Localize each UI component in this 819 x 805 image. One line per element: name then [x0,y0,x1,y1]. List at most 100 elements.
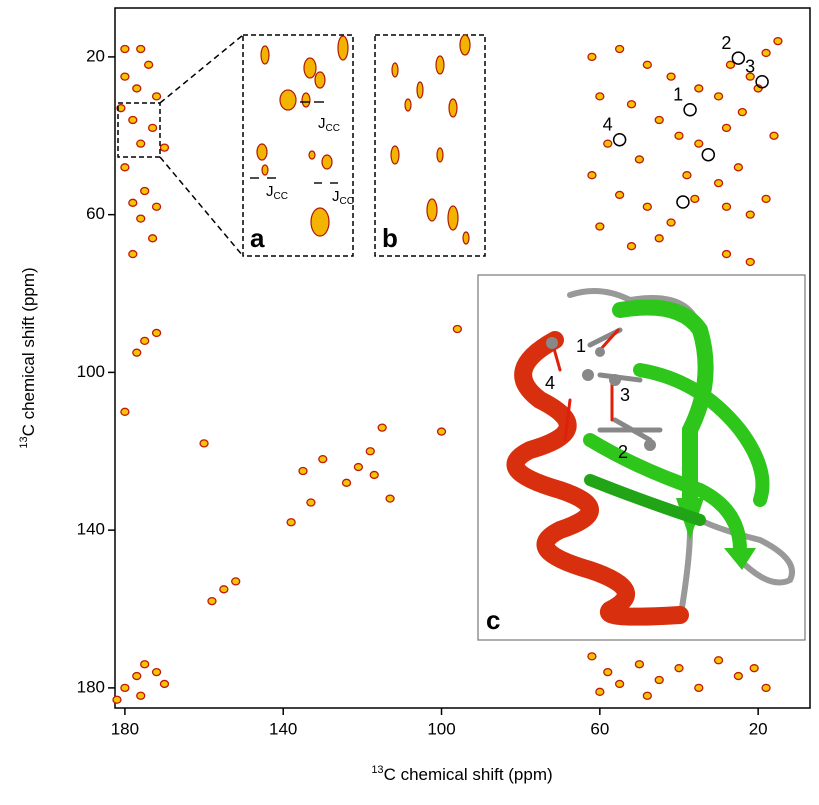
peak [721,202,732,211]
peak [626,242,637,251]
jcc-label: JCC [332,188,354,207]
jcc-main: J [332,188,340,205]
peak [286,518,296,527]
peak [713,92,724,101]
peak [642,691,652,700]
peak [725,60,736,69]
x-tick-label: 60 [590,719,609,738]
peak [452,324,463,334]
peak [733,163,744,172]
peak [353,462,364,472]
x-tick-label: 20 [749,719,768,738]
peak [761,48,771,58]
peak [614,679,625,689]
peak [199,439,209,448]
peak [341,478,352,487]
peak [737,107,747,117]
peak [140,660,150,669]
peak [721,123,732,133]
y-tick-label: 180 [77,677,105,696]
peak [120,407,130,416]
peak [682,171,692,180]
peak [694,84,704,93]
peak-marker [612,132,627,147]
structure-label: 4 [545,373,555,393]
inset-label: b [382,223,398,253]
x-tick-label: 180 [111,719,139,738]
jcc-main: J [266,183,274,200]
peak [666,72,676,81]
peak [120,163,130,172]
peak [587,652,597,661]
peak [654,115,664,125]
protein-structure [506,288,795,626]
y-tick-label: 20 [86,46,105,65]
peak-marker [701,147,716,162]
inset-b: b [374,34,486,257]
jcc-main: J [304,103,312,120]
peak [642,202,652,211]
inset-contours [256,35,349,237]
peak [666,218,676,227]
peak [132,671,142,681]
zoom-box [117,102,161,158]
peak [745,72,755,81]
peak [132,348,142,357]
peak [745,210,755,219]
inset-c: 1 2 3 4 c [477,274,806,641]
peak [595,92,605,101]
peak [159,679,170,689]
peak [721,249,732,259]
jcc-sub: CC [312,111,326,122]
peak [207,596,217,606]
peak [595,687,605,696]
peak [761,194,771,204]
peak [654,675,664,685]
jcc-main: J [318,115,326,132]
y-tick-label: 100 [77,362,105,381]
peak [377,423,387,432]
peak [587,171,597,180]
peak [674,664,684,673]
y-axis-sup: 13 [18,436,30,448]
structure-label: 2 [618,442,628,462]
peak [147,234,158,243]
peak [298,466,308,476]
peak [603,667,613,677]
y-axis-text: C chemical shift (ppm) [19,267,38,436]
peak [634,660,645,669]
peak-marker-label: 3 [745,56,755,76]
x-tick-label: 140 [269,719,297,738]
peak [369,470,379,480]
structure-label: 3 [620,385,630,405]
jcc-label: JCC [266,183,288,202]
inset-contours [390,34,471,245]
peak-marker [755,74,769,89]
peak [614,44,625,54]
peak [120,683,130,693]
peak [761,683,771,693]
x-axis-title: 13C chemical shift (ppm) [371,764,552,785]
peak [626,100,637,109]
peak [132,84,142,93]
peak [749,664,759,673]
peak-marker [676,195,690,209]
y-axis-title: 13C chemical shift (ppm) [18,267,39,448]
peak [713,656,724,665]
peak [634,155,645,164]
peak [231,577,241,586]
x-tick-label: 100 [427,719,455,738]
peak [674,131,684,140]
peak [733,671,744,681]
peak-marker [683,102,697,117]
peak [773,36,783,46]
inset-label: c [486,605,500,635]
peak [603,139,613,148]
peak [128,249,138,259]
inset-a: JCC JCC JCC JCC a [242,34,354,257]
peak [136,139,146,148]
peak [713,178,724,188]
peak [128,198,138,207]
peak [769,131,779,140]
peak [642,60,652,69]
